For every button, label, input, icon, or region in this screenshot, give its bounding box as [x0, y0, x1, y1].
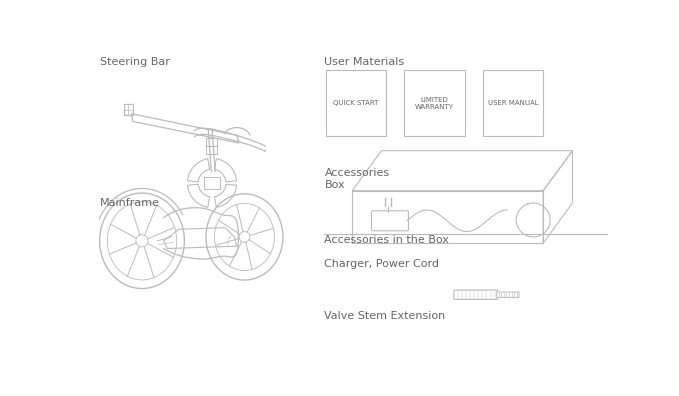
Text: QUICK START: QUICK START: [333, 100, 379, 106]
Bar: [326, 70, 386, 136]
FancyBboxPatch shape: [454, 290, 498, 299]
Text: User Materials: User Materials: [325, 57, 405, 67]
FancyBboxPatch shape: [371, 211, 409, 231]
Text: Charger, Power Cord: Charger, Power Cord: [325, 259, 439, 269]
Text: Accessories in the Box: Accessories in the Box: [325, 235, 449, 245]
Text: LIMITED
WARRANTY: LIMITED WARRANTY: [415, 97, 454, 110]
FancyBboxPatch shape: [496, 292, 519, 297]
Text: Accessories
Box: Accessories Box: [325, 168, 390, 190]
Text: Steering Bar: Steering Bar: [100, 57, 170, 67]
Text: Mainframe: Mainframe: [100, 198, 160, 208]
Text: USER MANUAL: USER MANUAL: [488, 100, 538, 106]
Bar: [405, 70, 464, 136]
Bar: [206, 146, 217, 154]
Bar: [483, 70, 543, 136]
Text: Valve Stem Extension: Valve Stem Extension: [325, 311, 445, 321]
Bar: [204, 177, 220, 189]
Bar: [206, 138, 217, 146]
